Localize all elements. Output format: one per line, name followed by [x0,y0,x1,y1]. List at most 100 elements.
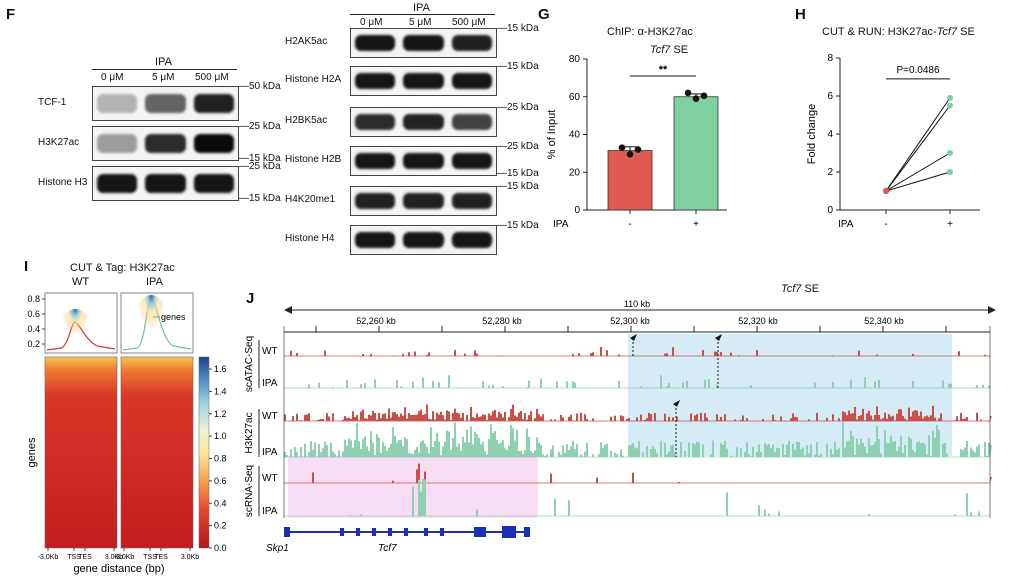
h-point-ipa-0 [947,94,953,101]
i-colorbar-tick-label: 0.8 [214,454,227,464]
left-label-2: Histone H3 [38,176,88,188]
left-blot-2 [92,166,239,201]
i-profile-ytick-label: 0.8 [27,294,40,304]
right-band-0-0 [355,35,396,51]
right-blot-5 [350,225,497,255]
g-point-0-0 [618,144,626,152]
right-label-3: Histone H2B [285,154,342,165]
left-blot-treatment-line [92,69,237,70]
h-point-ipa-2 [947,150,953,156]
i-xtick-label-1-0: -3.0Kb [114,554,135,561]
j-arrowhead-0 [630,334,637,341]
chart-g: 0 20 40 60 80 - + IPA % of Input ** [546,54,727,230]
left-band-0-2 [193,94,234,113]
i-colorbar-tick-label: 0.6 [214,476,227,486]
right-mw-top-1: —15 kDa [497,61,539,72]
left-blot-cond-0: 0 μM [101,72,124,83]
right-band-1-1 [403,73,444,89]
j-gene-exon-9 [502,526,516,538]
left-mw-bottom-2: —15 kDa [239,193,281,204]
j-gene-exon-10 [524,527,530,537]
h-ytick-label: 6 [827,91,833,102]
right-blot-cond-1: 5 μM [409,17,432,28]
i-colorbar-tick-label: 1.2 [214,409,227,419]
j-title: Tcf7 SE [781,283,819,295]
j-track-label-5: IPA [262,506,278,517]
left-mw-top-2: —25 kDa [239,161,281,172]
panel-letter-j: J [246,290,255,307]
i-group-ipa: IPA [146,276,163,288]
right-mw-bottom-3: —15 kDa [497,168,539,179]
left-band-2-2 [193,174,234,193]
panel-letter-f: F [6,6,16,23]
g-xgroup-label: IPA [553,219,569,230]
j-group-label-2: scRNA-Seq [244,465,255,517]
right-blot-1 [350,66,497,96]
panel-letter-g: G [538,6,550,23]
h-ytick-label: 8 [827,53,833,64]
j-track-label-0: WT [262,346,278,357]
j-track-signal-3 [284,422,992,457]
left-label-1: H3K27ac [38,136,80,148]
i-heatmap-core-1 [126,295,177,419]
g-subtitle-gene: Tcf7 [650,44,671,56]
right-label-2: H2BK5ac [285,115,328,126]
i-xtick-label-0-2: TES [78,554,92,561]
left-blot-cond-1: 5 μM [152,72,175,83]
g-sig-label: ** [659,64,668,76]
i-xtick-label-0-3: 3.0Kb [105,554,123,561]
i-profile-ytick-label: 0.4 [27,324,40,334]
h-ylabel: Fold change [806,104,818,165]
g-bar-1 [673,96,719,211]
g-ytick-label: 20 [569,167,581,178]
h-series-line-2 [885,152,951,192]
j-group-label-0: scATAC-Seq [244,336,255,392]
right-mw-top-4: —15 kDa [497,181,539,192]
j-gene-exon-1 [340,528,344,536]
i-xtick-label-1-2: TES [154,554,168,561]
g-subtitle: Tcf7 SE [650,44,688,56]
left-blot-cond-2: 500 μM [195,72,229,83]
right-mw-top-3: —25 kDa [497,141,539,152]
right-band-2-2 [451,114,492,130]
right-label-0: H2AK5ac [285,36,328,47]
i-heatmap-ylabel: genes [26,437,38,467]
i-profile-ytick-label: 0.6 [27,309,40,319]
right-band-3-0 [355,153,396,169]
h-series-line-1 [885,105,951,192]
j-gene-exon-2 [356,528,360,536]
g-ytick-label: 60 [569,92,581,103]
right-band-4-1 [403,193,444,209]
i-xlabel: gene distance (bp) [73,563,164,575]
left-band-1-2 [193,134,234,153]
g-point-1-2 [700,92,708,100]
chart-h: 0 2 4 6 8 - + IPA Fold change P=0.0486 [806,53,980,230]
right-band-4-2 [451,193,492,209]
left-mw-bottom-1: —15 kDa [239,153,281,164]
i-legend-label: genes [161,312,186,322]
left-band-0-0 [97,94,138,113]
g-point-0-2 [634,146,642,153]
g-ytick-label: 80 [569,54,581,65]
i-colorbar-tick-label: 1.4 [214,386,227,396]
right-band-1-2 [451,73,492,89]
right-mw-top-5: —15 kDa [497,220,539,231]
h-title-suffix: SE [957,26,975,38]
right-band-3-2 [451,153,492,169]
h-title-prefix: CUT & RUN: H3K27ac- [822,26,937,38]
j-gene-exon-8 [474,527,486,537]
i-colorbar [198,356,210,549]
left-band-1-0 [97,134,138,153]
left-blot-treatment: IPA [155,56,172,68]
g-xtick-label-0: - [628,219,631,230]
j-arrowhead-1 [715,334,722,341]
j-track-signal-2 [284,404,992,421]
right-band-1-0 [355,73,396,89]
j-track-label-1: IPA [262,378,278,389]
right-blot-treatment: IPA [413,2,430,14]
h-series-line-0 [885,97,951,192]
left-band-2-1 [145,174,186,193]
right-band-4-0 [355,193,396,209]
j-coord-label-4: 52,340 kb [864,316,904,326]
i-colorbar-tick-label: 1.0 [214,431,227,441]
